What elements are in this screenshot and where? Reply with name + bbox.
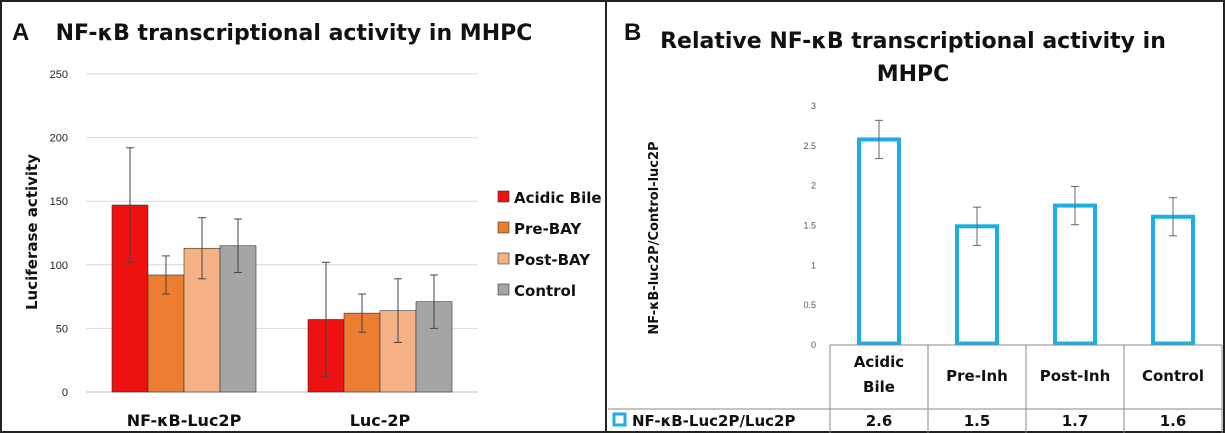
y-tick-label: 3 [811,101,816,111]
panel-b-bars [857,137,1195,346]
legend-label: Control [514,282,576,300]
panel-a-frame [0,0,607,433]
panel-b-error-bars [875,119,1177,246]
panel-b-y-axis-label: NF-κB-luc2P/Control-luc2P [647,141,662,334]
legend-swatch [497,221,510,234]
y-tick-label: 1 [811,260,816,270]
y-tick-label: 0 [811,340,816,350]
legend-label: Post-BAY [514,251,591,269]
y-tick-label: 2 [811,181,816,191]
table-value: 2.6 [866,412,893,430]
y-tick-label: 1.5 [803,221,816,231]
legend-label: Pre-BAY [514,220,582,238]
panel-a: A NF-κB transcriptional activity in MHPC… [12,19,602,430]
y-tick-label: 0.5 [803,300,816,310]
table-value: 1.6 [1160,412,1187,430]
x-category-label: Control [1142,367,1204,385]
panel-b-letter: B [624,19,641,46]
panel-b: B Relative NF-κB transcriptional activit… [608,19,1223,433]
legend-label: NF-κB-Luc2P/Luc2P [632,412,795,430]
x-category-label: Pre-Inh [946,367,1008,385]
panel-a-letter: A [12,19,29,46]
legend-swatch [497,252,510,265]
panel-a-error-bars [126,147,438,378]
x-category-label: Luc-2P [350,411,411,430]
x-category-label: NF-κB-Luc2P [127,411,242,430]
y-tick-label: 50 [56,323,68,335]
panel-b-data-table: Acidic Bile 2.6 Pre-Inh 1.5 Post-Inh 1.7 Contro… [608,344,1223,433]
panel-a-bars [111,204,453,393]
y-tick-label: 250 [50,69,68,81]
y-tick-label: 200 [50,133,68,145]
legend-swatch [497,190,510,203]
bar-hollow [857,137,901,346]
y-tick-label: 100 [50,260,68,272]
y-tick-label: 2.5 [803,141,816,151]
panel-b-title-line2: MHPC [877,62,950,87]
y-tick-label: 0 [62,387,68,399]
legend-label: Acidic Bile [514,189,602,207]
panel-b-y-ticks: 0 0.5 1 1.5 2 2.5 3 [803,101,816,350]
panel-a-y-axis-label: Luciferase activity [23,154,41,310]
table-value: 1.5 [964,412,991,430]
table-value: 1.7 [1062,412,1089,430]
x-category-label: Bile [863,378,895,396]
panel-a-title: NF-κB transcriptional activity in MHPC [56,21,533,46]
panel-b-frame [605,0,1225,433]
bar-hollow [1053,203,1097,346]
panel-b-title-line1: Relative NF-κB transcriptional activity … [660,29,1166,54]
panel-a-y-ticks: 0 50 100 150 200 250 [50,69,68,399]
panel-a-legend: Acidic Bile Pre-BAY Post-BAY Control [497,189,602,300]
legend-swatch [497,283,510,296]
x-category-label: Post-Inh [1040,367,1111,385]
panel-a-category-labels: NF-κB-Luc2P Luc-2P [127,411,411,430]
x-category-label: Acidic [854,353,904,371]
legend-swatch [612,412,627,427]
y-tick-label: 150 [50,196,68,208]
